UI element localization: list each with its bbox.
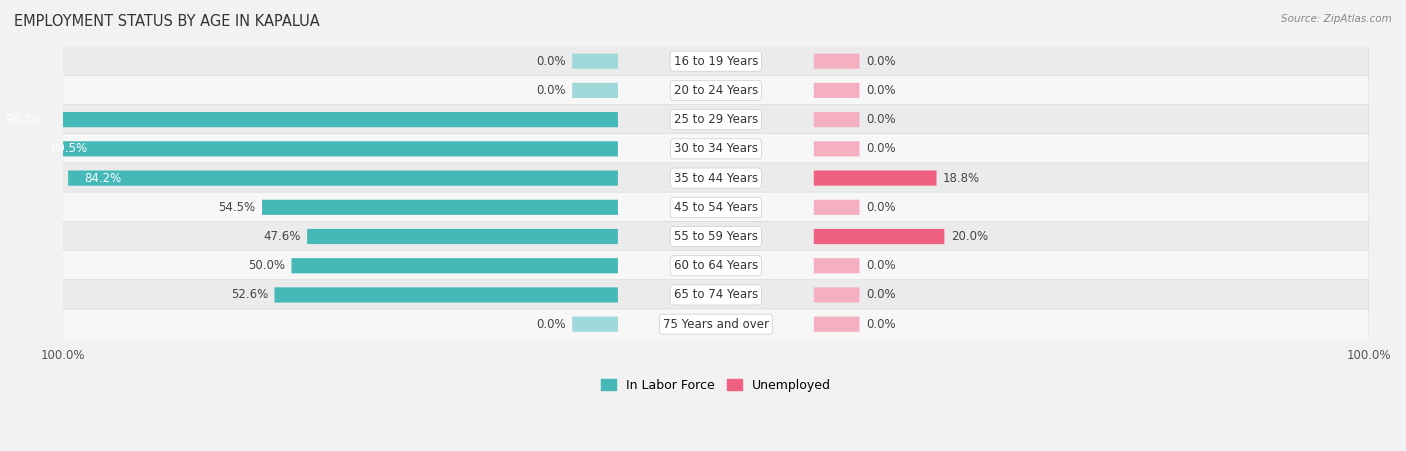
- FancyBboxPatch shape: [63, 221, 1369, 252]
- FancyBboxPatch shape: [63, 280, 1369, 310]
- FancyBboxPatch shape: [814, 54, 859, 69]
- FancyBboxPatch shape: [572, 83, 617, 98]
- Text: 0.0%: 0.0%: [866, 113, 896, 126]
- FancyBboxPatch shape: [814, 200, 859, 215]
- Text: 16 to 19 Years: 16 to 19 Years: [673, 55, 758, 68]
- FancyBboxPatch shape: [814, 170, 936, 186]
- FancyBboxPatch shape: [63, 75, 1369, 106]
- Text: 47.6%: 47.6%: [263, 230, 301, 243]
- FancyBboxPatch shape: [814, 112, 859, 127]
- FancyBboxPatch shape: [63, 46, 1369, 76]
- Text: 0.0%: 0.0%: [866, 84, 896, 97]
- Text: 0.0%: 0.0%: [866, 289, 896, 301]
- Text: 60 to 64 Years: 60 to 64 Years: [673, 259, 758, 272]
- FancyBboxPatch shape: [67, 170, 617, 186]
- Text: 84.2%: 84.2%: [84, 171, 122, 184]
- FancyBboxPatch shape: [63, 251, 1369, 281]
- Text: 96.3%: 96.3%: [6, 113, 42, 126]
- FancyBboxPatch shape: [814, 141, 859, 156]
- FancyBboxPatch shape: [572, 54, 617, 69]
- Text: 0.0%: 0.0%: [866, 201, 896, 214]
- Text: 50.0%: 50.0%: [247, 259, 285, 272]
- Text: 75 Years and over: 75 Years and over: [662, 318, 769, 331]
- Text: 65 to 74 Years: 65 to 74 Years: [673, 289, 758, 301]
- Text: 35 to 44 Years: 35 to 44 Years: [673, 171, 758, 184]
- Text: 54.5%: 54.5%: [218, 201, 256, 214]
- Text: 25 to 29 Years: 25 to 29 Years: [673, 113, 758, 126]
- Text: 0.0%: 0.0%: [536, 84, 565, 97]
- Text: 89.5%: 89.5%: [49, 143, 87, 155]
- Legend: In Labor Force, Unemployed: In Labor Force, Unemployed: [596, 374, 837, 397]
- Text: Source: ZipAtlas.com: Source: ZipAtlas.com: [1281, 14, 1392, 23]
- FancyBboxPatch shape: [572, 317, 617, 332]
- FancyBboxPatch shape: [63, 133, 1369, 164]
- FancyBboxPatch shape: [63, 309, 1369, 339]
- FancyBboxPatch shape: [307, 229, 617, 244]
- Text: 20 to 24 Years: 20 to 24 Years: [673, 84, 758, 97]
- FancyBboxPatch shape: [814, 287, 859, 303]
- Text: 0.0%: 0.0%: [536, 55, 565, 68]
- Text: 0.0%: 0.0%: [866, 55, 896, 68]
- FancyBboxPatch shape: [274, 287, 617, 303]
- Text: EMPLOYMENT STATUS BY AGE IN KAPALUA: EMPLOYMENT STATUS BY AGE IN KAPALUA: [14, 14, 319, 28]
- FancyBboxPatch shape: [63, 105, 1369, 135]
- Text: 45 to 54 Years: 45 to 54 Years: [673, 201, 758, 214]
- FancyBboxPatch shape: [262, 200, 617, 215]
- Text: 18.8%: 18.8%: [943, 171, 980, 184]
- Text: 0.0%: 0.0%: [866, 143, 896, 155]
- FancyBboxPatch shape: [0, 112, 617, 127]
- FancyBboxPatch shape: [814, 229, 945, 244]
- Text: 30 to 34 Years: 30 to 34 Years: [673, 143, 758, 155]
- FancyBboxPatch shape: [34, 141, 617, 156]
- FancyBboxPatch shape: [814, 317, 859, 332]
- Text: 52.6%: 52.6%: [231, 289, 269, 301]
- FancyBboxPatch shape: [63, 192, 1369, 222]
- FancyBboxPatch shape: [63, 163, 1369, 193]
- Text: 55 to 59 Years: 55 to 59 Years: [673, 230, 758, 243]
- Text: 20.0%: 20.0%: [950, 230, 988, 243]
- FancyBboxPatch shape: [291, 258, 617, 273]
- FancyBboxPatch shape: [814, 83, 859, 98]
- Text: 0.0%: 0.0%: [866, 259, 896, 272]
- FancyBboxPatch shape: [814, 258, 859, 273]
- Text: 0.0%: 0.0%: [536, 318, 565, 331]
- Text: 0.0%: 0.0%: [866, 318, 896, 331]
